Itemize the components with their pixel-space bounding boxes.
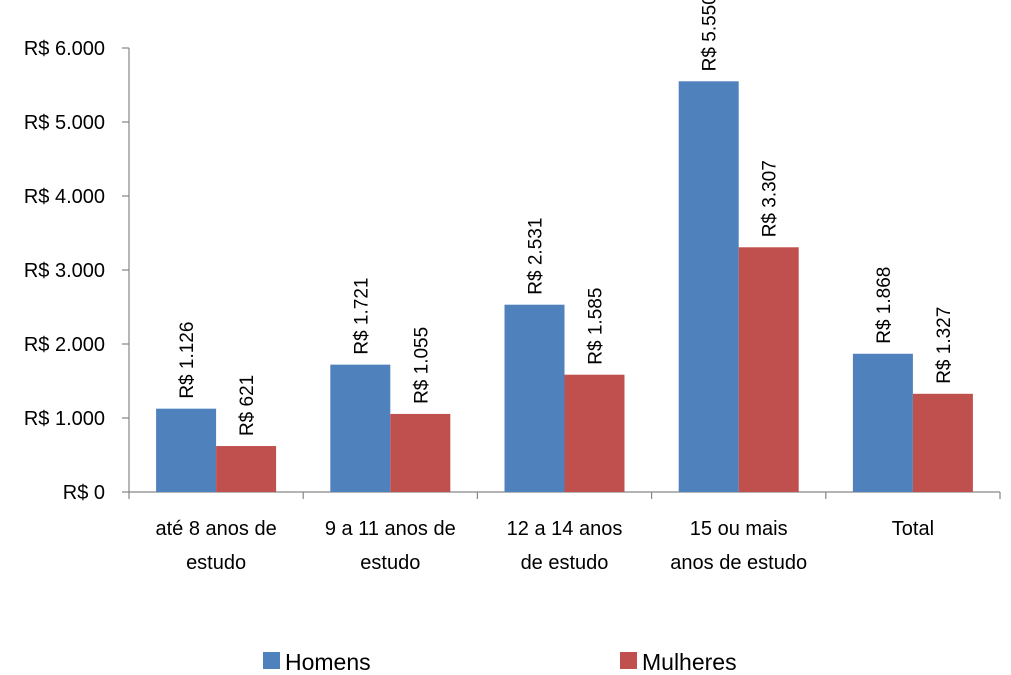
bar-homens [504, 304, 565, 492]
legend-swatch-homens [263, 652, 280, 669]
bar-mulheres [390, 413, 451, 492]
legend-label-mulheres: Mulheres [642, 649, 737, 675]
x-category-label: estudo [186, 552, 246, 574]
y-tick-label: R$ 1.000 [24, 408, 105, 430]
y-tick-label: R$ 5.000 [24, 112, 105, 134]
x-category-label: 9 a 11 anos de [325, 518, 456, 540]
legend-swatch-mulheres [620, 652, 637, 669]
x-category-label: de estudo [521, 552, 609, 574]
data-label: R$ 2.531 [526, 218, 547, 295]
data-label: R$ 5.550 [700, 0, 721, 71]
x-category-label: Total [892, 518, 934, 540]
data-label: R$ 621 [237, 375, 258, 436]
y-tick-label: R$ 4.000 [24, 186, 105, 208]
bar-mulheres [738, 247, 799, 492]
x-category-label: 15 ou mais [690, 518, 788, 540]
bar-mulheres [912, 393, 973, 492]
data-label: R$ 1.868 [874, 267, 895, 344]
bar-homens [852, 353, 913, 492]
data-label: R$ 1.055 [411, 327, 432, 404]
bar-homens [330, 364, 391, 492]
bar-mulheres [564, 374, 625, 492]
bar-mulheres [216, 446, 277, 492]
y-tick-label: R$ 2.000 [24, 334, 105, 356]
legend-label-homens: Homens [285, 649, 371, 675]
x-category-label: até 8 anos de [155, 518, 276, 540]
data-label: R$ 1.585 [586, 288, 607, 365]
data-label: R$ 3.307 [760, 160, 781, 237]
y-tick-label: R$ 6.000 [24, 38, 105, 60]
data-label: R$ 1.126 [177, 322, 198, 399]
x-category-label: anos de estudo [670, 552, 807, 574]
data-label: R$ 1.327 [934, 307, 955, 384]
y-tick-label: R$ 0 [63, 482, 105, 504]
bar-homens [678, 81, 739, 493]
data-label: R$ 1.721 [351, 278, 372, 355]
y-tick-label: R$ 3.000 [24, 260, 105, 282]
bar-homens [156, 408, 217, 492]
x-category-label: estudo [360, 552, 420, 574]
x-category-label: 12 a 14 anos [507, 518, 623, 540]
